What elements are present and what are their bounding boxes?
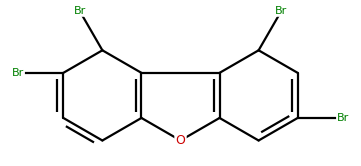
Text: O: O	[175, 134, 186, 147]
Text: Br: Br	[74, 6, 86, 16]
Text: Br: Br	[275, 6, 287, 16]
Text: Br: Br	[12, 68, 24, 78]
Text: Br: Br	[337, 113, 349, 123]
